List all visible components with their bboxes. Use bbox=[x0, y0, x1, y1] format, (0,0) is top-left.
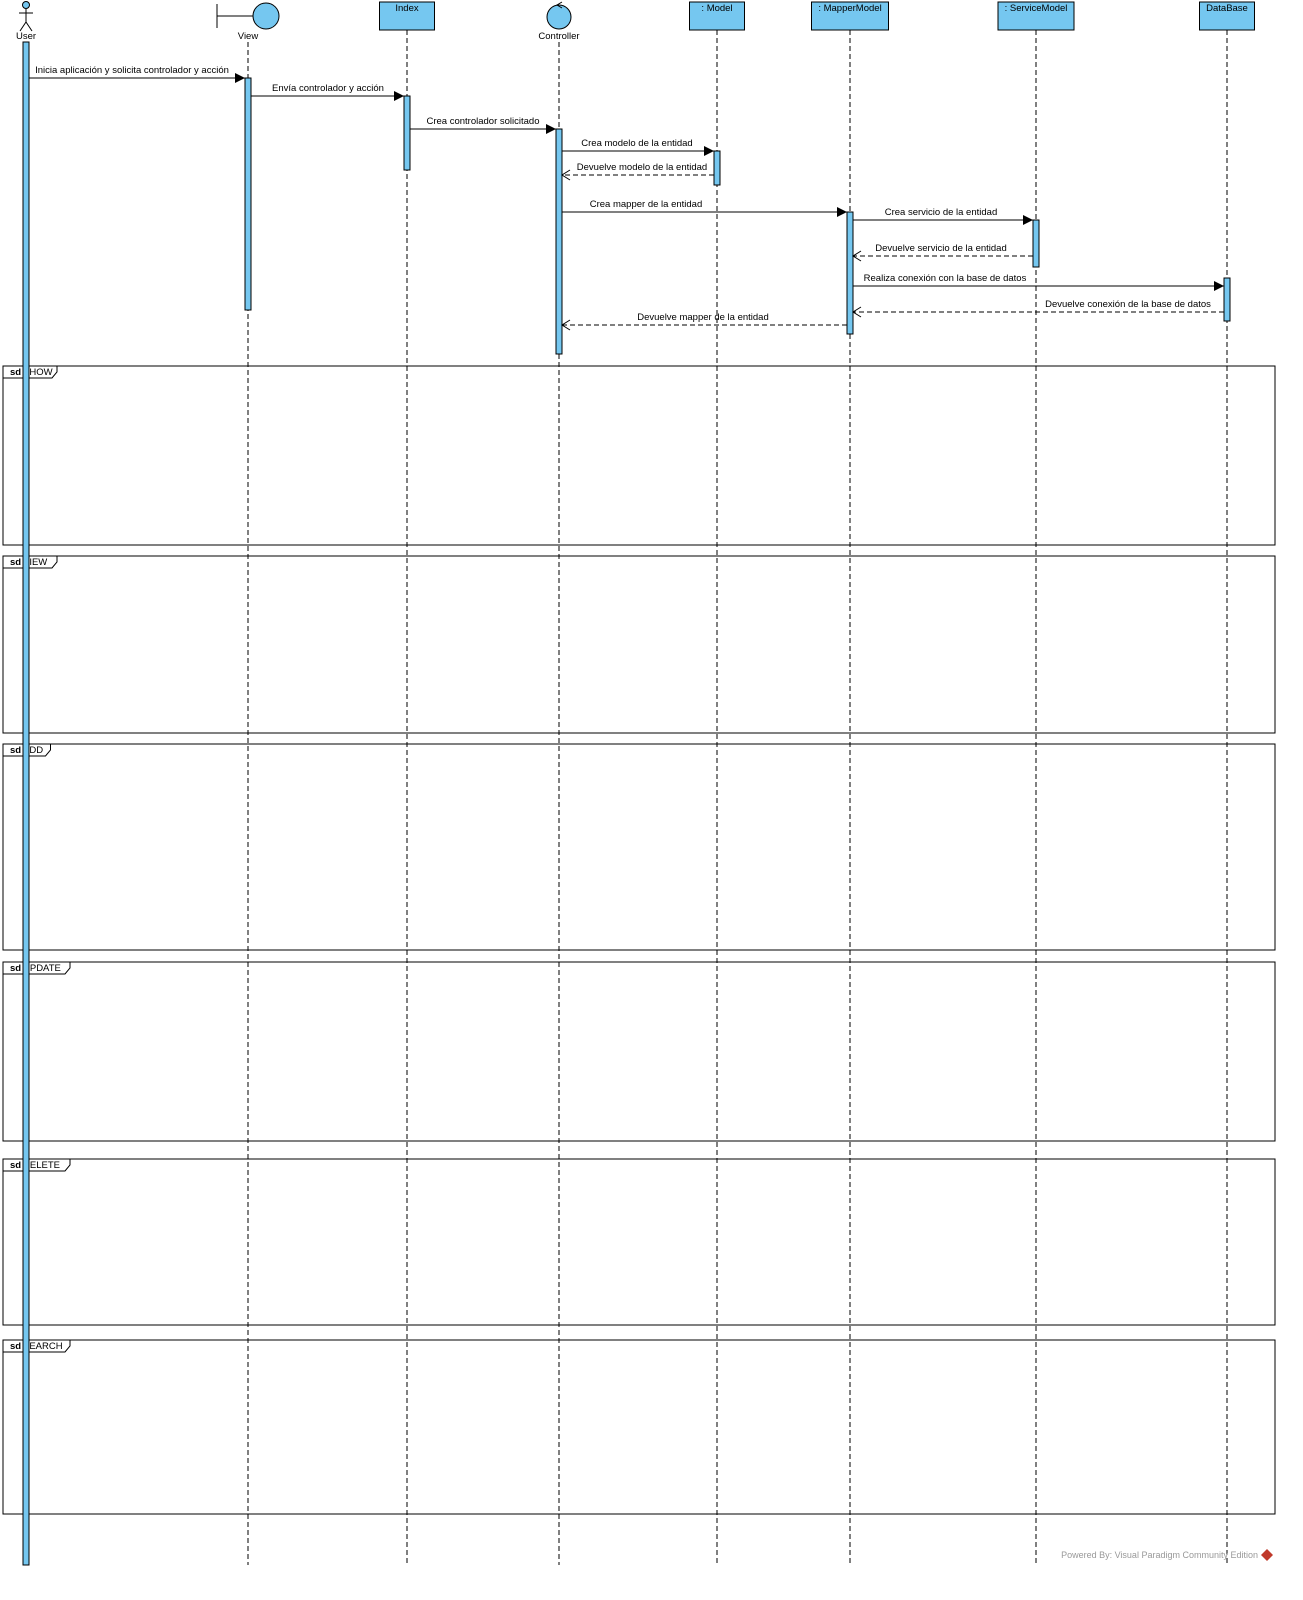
lifeline-controller: Controller bbox=[538, 1, 580, 1565]
activation-bar bbox=[1032, 219, 1040, 268]
filled-arrowhead-icon bbox=[394, 91, 404, 101]
message-label: Devuelve mapper de la entidad bbox=[637, 312, 769, 323]
message-label: Crea controlador solicitado bbox=[426, 116, 539, 127]
frame-view: sd VIEW bbox=[2, 555, 1276, 734]
frame-border bbox=[2, 743, 1276, 951]
message-8: Devuelve servicio de la entidad bbox=[852, 243, 1033, 262]
open-arrowhead-icon bbox=[561, 319, 571, 331]
lifeline-name: Index bbox=[395, 3, 418, 14]
message-label: Crea modelo de la entidad bbox=[581, 138, 692, 149]
open-arrowhead-icon bbox=[852, 250, 862, 262]
frame-update: sd UPDATE bbox=[2, 961, 1276, 1142]
message-label: Devuelve servicio de la entidad bbox=[875, 243, 1007, 254]
control-arrow bbox=[556, 1, 563, 9]
frame-border bbox=[2, 961, 1276, 1142]
frame-tab bbox=[2, 365, 58, 379]
filled-arrowhead-icon bbox=[1023, 215, 1033, 225]
frame-keyword: sd bbox=[10, 1160, 21, 1171]
watermark-text: Powered By: Visual Paradigm Community Ed… bbox=[1061, 1550, 1258, 1560]
actor-body bbox=[19, 9, 33, 32]
frame-tab bbox=[2, 1158, 71, 1172]
activation-bar bbox=[555, 128, 563, 355]
frame-name: VIEW bbox=[23, 557, 47, 568]
frame-tab bbox=[2, 1339, 71, 1353]
lifeline-user: User bbox=[16, 1, 36, 1566]
message-5: Devuelve modelo de la entidad bbox=[561, 162, 714, 181]
message-2: Envía controlador y acción bbox=[251, 83, 404, 101]
message-label: Crea servicio de la entidad bbox=[885, 207, 997, 218]
message-7: Crea servicio de la entidad bbox=[853, 207, 1033, 225]
lifeline-name: View bbox=[238, 31, 259, 42]
message-11: Devuelve mapper de la entidad bbox=[561, 312, 847, 331]
frame-tab bbox=[2, 555, 58, 569]
message-1: Inicia aplicación y solicita controlador… bbox=[29, 65, 245, 83]
lifeline-service: : ServiceModel bbox=[997, 1, 1075, 1565]
frame-search: sd SEARCH bbox=[2, 1339, 1276, 1515]
activation-bar bbox=[403, 95, 411, 171]
frame-border bbox=[2, 365, 1276, 546]
frame-delete: sd DELETE bbox=[2, 1158, 1276, 1326]
activation-bar bbox=[244, 77, 252, 311]
lifeline-head bbox=[689, 1, 745, 31]
lifeline-model: : Model bbox=[689, 1, 745, 1565]
message-6: Crea mapper de la entidad bbox=[562, 199, 847, 217]
frame-keyword: sd bbox=[10, 963, 21, 974]
message-label: Crea mapper de la entidad bbox=[590, 199, 703, 210]
message-label: Devuelve modelo de la entidad bbox=[577, 162, 707, 173]
filled-arrowhead-icon bbox=[704, 146, 714, 156]
lifeline-name: DataBase bbox=[1206, 3, 1248, 14]
lifeline-mapper: : MapperModel bbox=[811, 1, 889, 1565]
actor-icon bbox=[22, 1, 30, 9]
boundary-icon bbox=[216, 4, 253, 28]
message-4: Crea modelo de la entidad bbox=[562, 138, 714, 156]
message-label: Inicia aplicación y solicita controlador… bbox=[35, 65, 229, 76]
frame-name: SHOW bbox=[23, 367, 53, 378]
lifeline-name: : MapperModel bbox=[818, 3, 881, 14]
lifeline-head bbox=[1199, 1, 1255, 31]
activation-bar bbox=[22, 41, 30, 1566]
frame-show: sd SHOW bbox=[2, 365, 1276, 546]
open-arrowhead-icon bbox=[561, 169, 571, 181]
lifeline-name: User bbox=[16, 31, 36, 42]
activation-bar bbox=[713, 150, 721, 186]
frame-keyword: sd bbox=[10, 745, 21, 756]
message-label: Envía controlador y acción bbox=[272, 83, 384, 94]
frame-keyword: sd bbox=[10, 557, 21, 568]
message-10: Devuelve conexión de la base de datos bbox=[852, 299, 1224, 318]
message-9: Realiza conexión con la base de datos bbox=[853, 273, 1224, 291]
open-arrowhead-icon bbox=[852, 306, 862, 318]
frame-add: sd ADD bbox=[2, 743, 1276, 951]
filled-arrowhead-icon bbox=[837, 207, 847, 217]
lifeline-head bbox=[997, 1, 1075, 31]
message-3: Crea controlador solicitado bbox=[410, 116, 556, 134]
lifeline-view: View bbox=[216, 2, 280, 1565]
frame-name: DELETE bbox=[23, 1160, 60, 1171]
frame-border bbox=[2, 1339, 1276, 1515]
lifeline-head bbox=[811, 1, 889, 31]
lifeline-database: DataBase bbox=[1199, 1, 1255, 1565]
frame-keyword: sd bbox=[10, 1341, 21, 1352]
lifeline-name: Controller bbox=[538, 31, 579, 42]
frame-border bbox=[2, 555, 1276, 734]
frame-name: SEARCH bbox=[23, 1341, 63, 1352]
activation-bar bbox=[1223, 277, 1231, 322]
lifeline-name: : Model bbox=[701, 3, 732, 14]
control-icon bbox=[546, 4, 572, 30]
lifeline-name: : ServiceModel bbox=[1005, 3, 1068, 14]
frame-tab bbox=[2, 961, 71, 975]
frame-name: UPDATE bbox=[23, 963, 61, 974]
activation-bar bbox=[846, 211, 854, 335]
frame-keyword: sd bbox=[10, 367, 21, 378]
lifeline-index: Index bbox=[379, 1, 435, 1565]
frame-name: ADD bbox=[23, 745, 43, 756]
frame-border bbox=[2, 1158, 1276, 1326]
filled-arrowhead-icon bbox=[546, 124, 556, 134]
boundary-circle bbox=[252, 2, 280, 30]
message-label: Realiza conexión con la base de datos bbox=[864, 273, 1027, 284]
filled-arrowhead-icon bbox=[1214, 281, 1224, 291]
message-label: Devuelve conexión de la base de datos bbox=[1045, 299, 1211, 310]
filled-arrowhead-icon bbox=[235, 73, 245, 83]
visual-paradigm-logo-icon bbox=[1261, 1549, 1273, 1561]
